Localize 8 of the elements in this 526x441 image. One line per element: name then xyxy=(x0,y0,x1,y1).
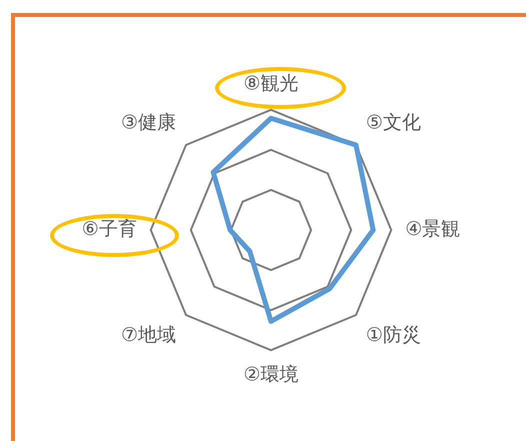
spoke-label: ⑧観光 xyxy=(243,72,299,94)
spoke-label: ③健康 xyxy=(121,112,176,134)
spoke-label: ②環境 xyxy=(243,364,299,386)
spoke-label: ①防災 xyxy=(366,324,421,346)
spoke-label: ⑤文化 xyxy=(366,112,421,134)
spoke-label: ⑦地域 xyxy=(121,324,176,346)
spoke-label: ④景観 xyxy=(405,218,460,240)
spoke-label: ⑥子育 xyxy=(82,218,137,240)
